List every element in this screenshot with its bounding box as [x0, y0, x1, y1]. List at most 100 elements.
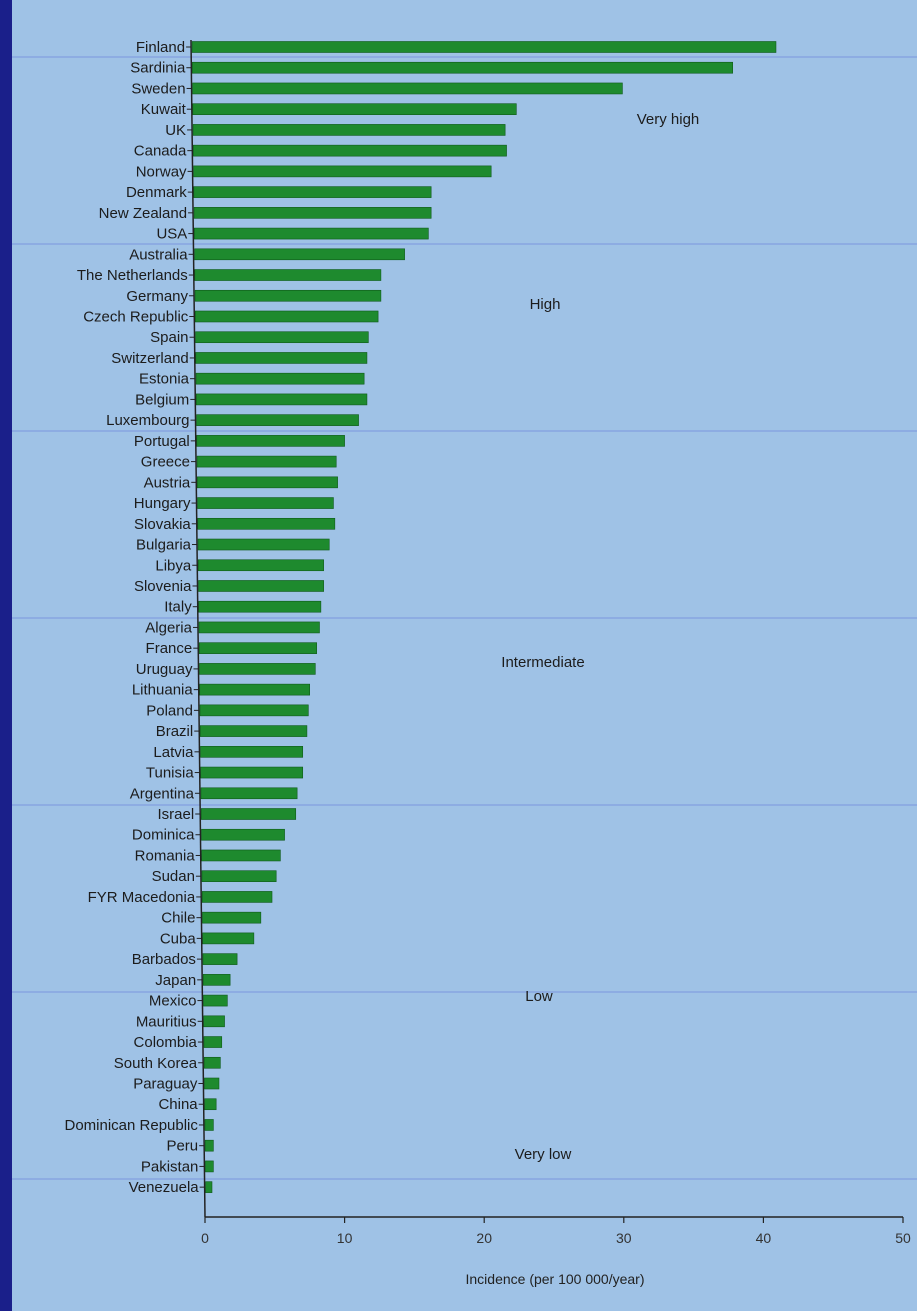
category-label: Norway	[136, 163, 187, 180]
category-label: Dominican Republic	[64, 1117, 198, 1134]
bar	[201, 870, 277, 883]
category-label: Switzerland	[111, 350, 189, 367]
category-label: Kuwait	[141, 101, 187, 118]
category-label: Spain	[150, 329, 188, 346]
x-tick-label: 0	[201, 1230, 209, 1246]
category-label: Paraguay	[133, 1076, 198, 1093]
category-label: FYR Macedonia	[88, 889, 196, 906]
bar	[194, 227, 429, 240]
bar	[200, 808, 297, 820]
category-label: New Zealand	[99, 205, 187, 222]
category-label: Bulgaria	[136, 537, 192, 554]
bar	[194, 310, 379, 323]
category-label: Finland	[136, 39, 185, 56]
bars	[191, 41, 777, 1193]
bar	[202, 932, 255, 945]
category-label: Tunisia	[146, 765, 194, 782]
x-tick-label: 20	[476, 1230, 492, 1246]
category-label: Chile	[161, 910, 195, 927]
bar	[197, 559, 324, 572]
bar	[199, 725, 308, 737]
bar	[196, 476, 338, 489]
category-label: Lithuania	[132, 682, 194, 699]
x-tick-labels: 0 10 20 30 40 50	[201, 1217, 911, 1246]
bar	[192, 103, 517, 115]
category-label: France	[146, 640, 193, 657]
category-label: Israel	[158, 806, 195, 823]
band-annotation: Very high	[637, 111, 700, 128]
bar	[202, 911, 262, 924]
bar	[204, 1098, 217, 1111]
category-label: UK	[165, 122, 186, 139]
category-label: Mauritius	[136, 1013, 197, 1030]
category-label: Portugal	[134, 433, 190, 450]
bar	[195, 393, 368, 406]
bar	[193, 207, 432, 219]
x-tick-label: 10	[337, 1230, 353, 1246]
bar	[203, 1036, 223, 1048]
bar	[195, 331, 369, 344]
bar	[201, 891, 273, 903]
category-label: USA	[156, 226, 187, 243]
category-label: Cuba	[160, 930, 197, 947]
category-label: Sweden	[131, 80, 185, 97]
category-label: Pakistan	[141, 1158, 199, 1175]
category-label: Australia	[129, 246, 188, 263]
category-label: Venezuela	[129, 1179, 200, 1196]
bar	[204, 1139, 214, 1152]
bar	[196, 414, 359, 426]
bar	[191, 41, 777, 53]
category-label: Colombia	[134, 1034, 198, 1051]
bar	[195, 352, 368, 364]
bar	[205, 1160, 214, 1173]
bar	[192, 61, 733, 74]
bar	[204, 1119, 214, 1131]
category-label: Sardinia	[130, 60, 186, 77]
bar	[198, 600, 322, 613]
category-label: Belgium	[135, 391, 189, 408]
bar	[192, 124, 506, 136]
bar	[192, 82, 623, 95]
bar	[204, 1077, 220, 1090]
category-label: Sudan	[152, 868, 195, 885]
category-label: Latvia	[153, 744, 194, 761]
category-label: Luxembourg	[106, 412, 189, 429]
category-label: Austria	[144, 474, 191, 491]
category-label: Dominica	[132, 827, 195, 844]
bar	[194, 248, 405, 261]
category-label: Canada	[134, 143, 187, 160]
category-label: The Netherlands	[77, 267, 188, 284]
bar	[193, 186, 432, 198]
scan-lines	[12, 56, 917, 1180]
annotations: Very high High Intermediate Low Very low	[501, 111, 699, 1163]
category-label: Greece	[141, 454, 190, 471]
category-label: Germany	[126, 288, 188, 305]
bar	[196, 435, 345, 447]
category-label: Denmark	[126, 184, 187, 201]
bar	[196, 455, 337, 468]
band-annotation: Low	[525, 988, 553, 1005]
category-label: Japan	[155, 972, 196, 989]
bar	[200, 746, 304, 758]
bar	[195, 372, 365, 385]
bar	[199, 663, 316, 675]
bar	[203, 994, 228, 1007]
category-label: Uruguay	[136, 661, 193, 678]
category-label: Hungary	[134, 495, 191, 512]
category-label: Brazil	[156, 723, 194, 740]
category-label: Estonia	[139, 371, 190, 388]
category-label: Algeria	[145, 619, 192, 636]
category-label: Czech Republic	[83, 308, 189, 325]
x-tick-label: 40	[756, 1230, 772, 1246]
category-label: Slovenia	[134, 578, 192, 595]
band-annotation: Intermediate	[501, 654, 584, 671]
bar	[198, 580, 324, 592]
bar	[202, 953, 238, 965]
bar	[199, 683, 311, 696]
category-label: Romania	[135, 847, 196, 864]
bar	[194, 269, 382, 281]
category-label: Mexico	[149, 993, 197, 1010]
bar	[198, 642, 317, 654]
bar	[201, 828, 285, 841]
